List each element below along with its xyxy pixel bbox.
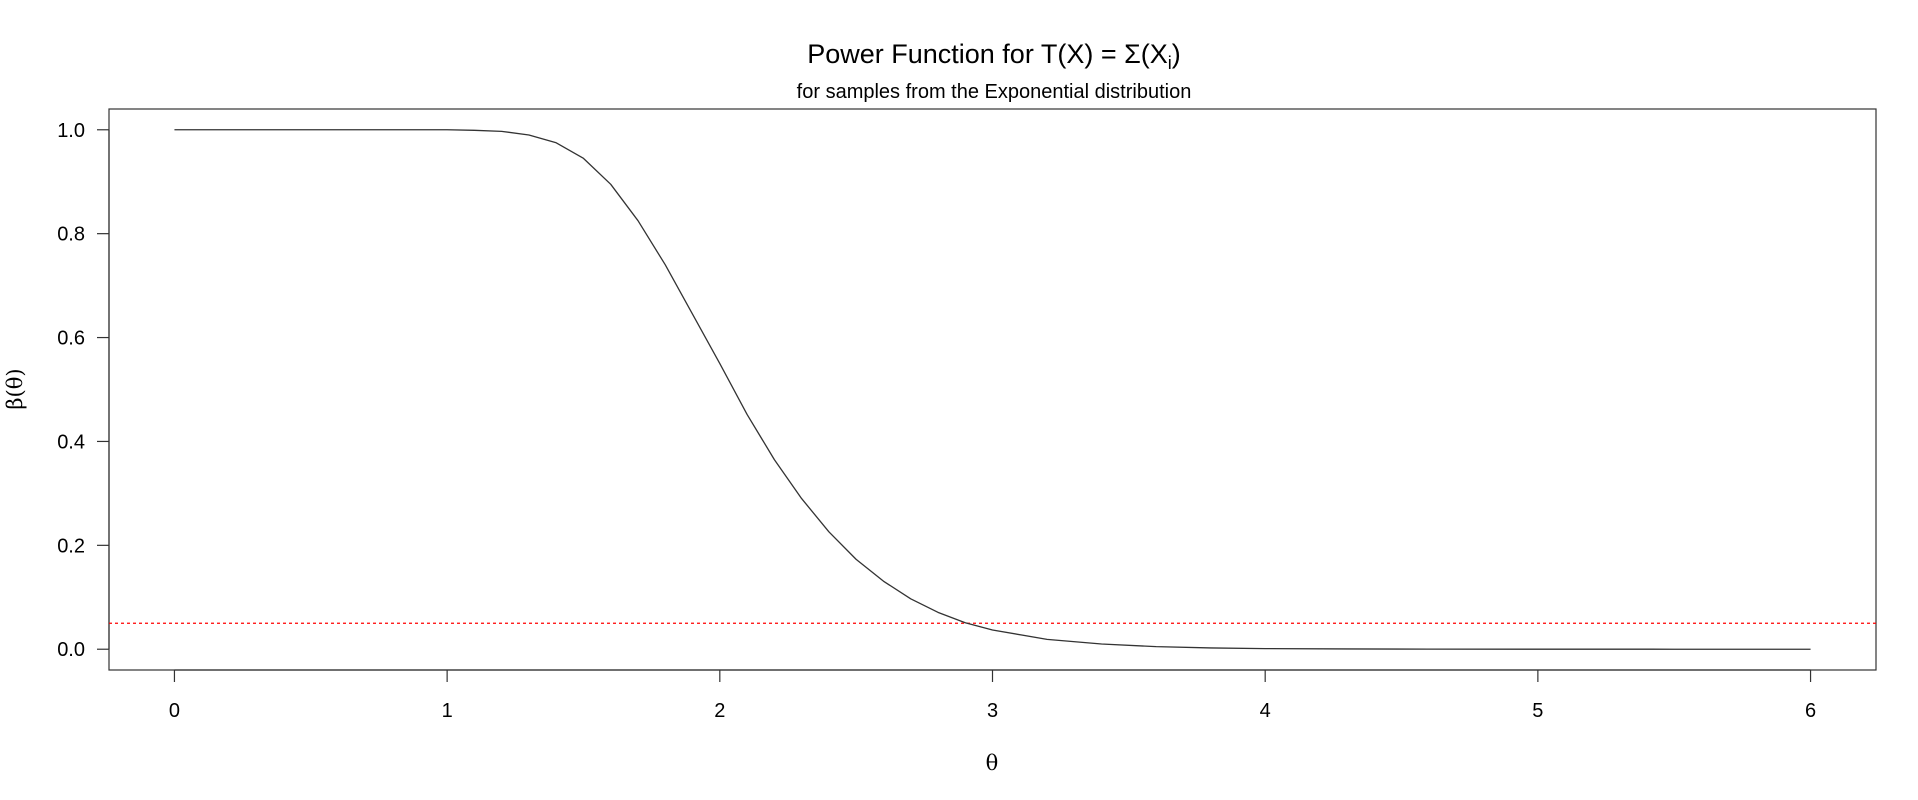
x-tick-label: 6 [1805, 700, 1816, 722]
x-tick-label: 0 [169, 700, 180, 722]
x-tick-label: 4 [1260, 700, 1271, 722]
y-tick-label: 0.2 [57, 535, 85, 557]
y-axis-label: β(θ) [3, 368, 27, 409]
x-tick-label: 5 [1532, 700, 1543, 722]
chart-title-main: Power Function for T(X) = Σ(X [807, 39, 1168, 69]
x-axis-label: θ [986, 751, 999, 775]
series-layer [174, 129, 1811, 650]
chart-title: Power Function for T(X) = Σ(Xi) [807, 39, 1181, 73]
x-tick-label: 1 [442, 700, 453, 722]
y-tick-label: 0.8 [57, 224, 85, 246]
chart-subtitle: for samples from the Exponential distrib… [797, 81, 1192, 103]
chart-title-subscript: i [1168, 53, 1172, 73]
y-tick-label: 1.0 [57, 120, 85, 142]
y-tick-label: 0.0 [57, 639, 85, 661]
plot-frame [108, 108, 1877, 671]
y-axis: 0.0 0.2 0.4 0.6 0.8 1.0 [57, 120, 110, 661]
x-tick-label: 3 [987, 700, 998, 722]
x-axis: 0 1 2 3 4 5 6 [169, 669, 1816, 722]
chart-title-suffix: ) [1172, 39, 1181, 69]
y-tick-label: 0.6 [57, 328, 85, 350]
x-tick-label: 2 [714, 700, 725, 722]
y-tick-label: 0.4 [57, 431, 85, 453]
power-curve-line [174, 129, 1811, 650]
